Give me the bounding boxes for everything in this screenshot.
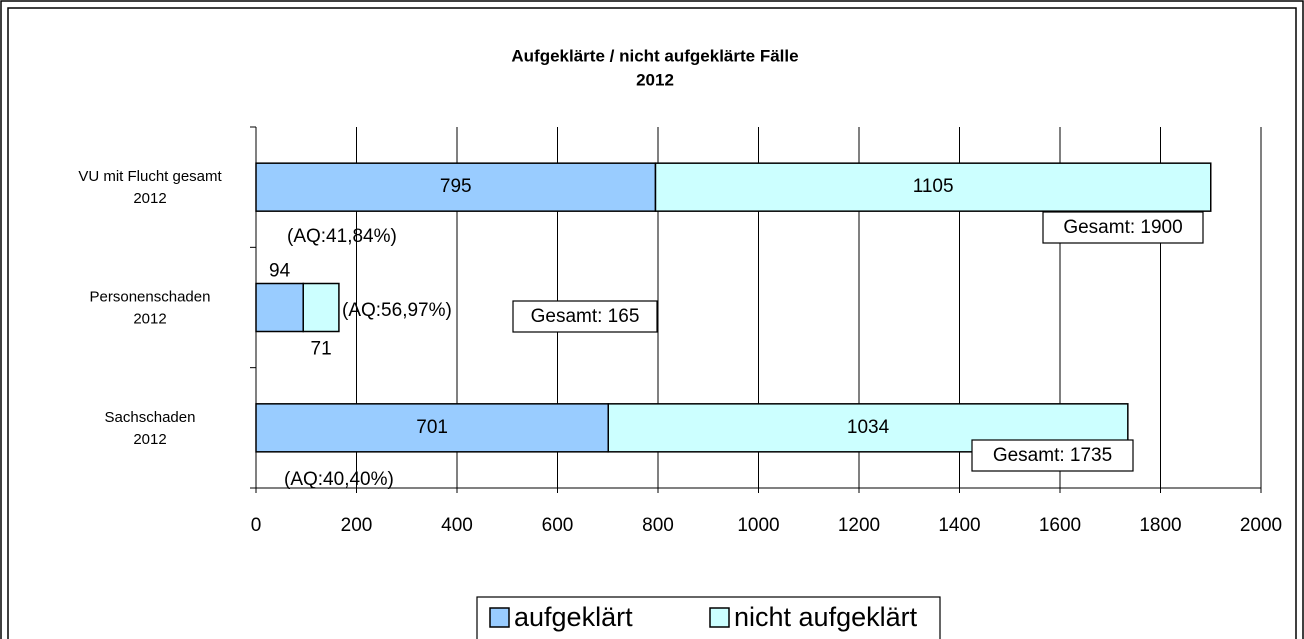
y-tick-label: Personenschaden 2012 bbox=[90, 288, 211, 327]
x-tick-label: 1000 bbox=[737, 515, 779, 536]
bar bbox=[255, 282, 304, 333]
total-label: Gesamt: 1735 bbox=[993, 445, 1112, 466]
value-label: 71 bbox=[311, 339, 332, 360]
x-tick-label: 1600 bbox=[1039, 515, 1081, 536]
rate-label: (AQ:56,97%) bbox=[342, 300, 452, 321]
legend-box bbox=[476, 596, 941, 639]
total-label: Gesamt: 165 bbox=[531, 306, 640, 327]
x-tick-label: 800 bbox=[642, 515, 674, 536]
rate-label: (AQ:40,40%) bbox=[284, 469, 394, 490]
value-label: 701 bbox=[416, 417, 448, 438]
bar bbox=[255, 403, 610, 453]
x-tick-label: 1400 bbox=[938, 515, 980, 536]
x-tick-label: 600 bbox=[542, 515, 574, 536]
x-tick-label: 2000 bbox=[1240, 515, 1282, 536]
bar bbox=[654, 162, 1212, 212]
value-label: 94 bbox=[269, 261, 291, 282]
legend-label: nicht aufgeklärt bbox=[734, 602, 918, 632]
total-box bbox=[971, 439, 1134, 472]
y-tick-label-line: 2012 bbox=[133, 190, 166, 207]
x-tick-label: 0 bbox=[251, 515, 262, 536]
bar bbox=[302, 282, 340, 333]
x-tick-label: 400 bbox=[441, 515, 473, 536]
total-label: Gesamt: 1900 bbox=[1063, 217, 1182, 238]
y-tick-label-line: 2012 bbox=[133, 310, 166, 327]
chart-title: Aufgeklärte / nicht aufgeklärte Fälle bbox=[511, 46, 798, 65]
y-tick-label-line: VU mit Flucht gesamt bbox=[78, 168, 222, 185]
y-tick-label-line: Personenschaden bbox=[90, 288, 211, 305]
x-tick-label: 1200 bbox=[838, 515, 880, 536]
legend-swatch bbox=[709, 607, 730, 628]
y-tick-label: Sachschaden 2012 bbox=[105, 409, 196, 448]
y-tick-label-line: Sachschaden bbox=[105, 409, 196, 426]
x-tick-label: 200 bbox=[341, 515, 373, 536]
y-tick-label-line: 2012 bbox=[133, 431, 166, 448]
x-tick-label: 1800 bbox=[1139, 515, 1181, 536]
y-tick-label: VU mit Flucht gesamt 2012 bbox=[78, 168, 222, 207]
rate-label: (AQ:41,84%) bbox=[287, 226, 397, 247]
chart-subtitle: 2012 bbox=[636, 70, 674, 89]
value-label: 795 bbox=[440, 176, 472, 197]
total-box bbox=[512, 300, 658, 333]
legend-swatch bbox=[489, 607, 510, 628]
legend-label: aufgeklärt bbox=[514, 602, 633, 632]
total-box bbox=[1042, 211, 1204, 244]
value-label: 1105 bbox=[913, 176, 954, 197]
value-label: 1034 bbox=[847, 417, 890, 438]
chart-frame bbox=[7, 7, 1297, 639]
